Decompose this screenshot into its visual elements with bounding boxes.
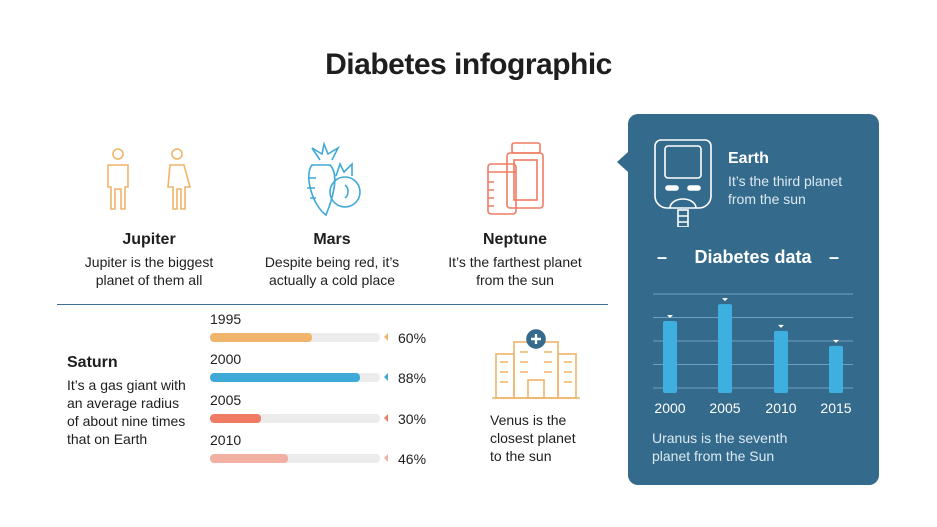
vegetables-icon [307, 141, 361, 217]
bar-2005 [718, 304, 732, 393]
pointer-icon [384, 414, 388, 422]
people-icon [107, 148, 192, 210]
feature-description-line: from the sun [476, 272, 554, 288]
earth-line: from the sun [728, 191, 806, 207]
feature-heading: Mars [313, 231, 351, 248]
feature-description-line: Despite being red, it’s [264, 254, 400, 270]
venus-block: Venus is the closest planet to the sun [490, 411, 610, 465]
bar-marker-icon [833, 339, 839, 343]
progress-year: 2010 [210, 432, 242, 448]
progress-fill [210, 333, 312, 342]
feature-description-line: It’s the farthest planet [448, 254, 582, 270]
divider [57, 304, 608, 305]
bar-2010 [774, 330, 788, 393]
venus-line: to the sun [490, 448, 552, 464]
feature-description-line: planet of them all [95, 272, 203, 288]
uranus-block: Uranus is the seventh planet from the Su… [652, 429, 787, 465]
saturn-line: an average radius [67, 395, 180, 411]
pointer-icon [384, 333, 388, 341]
chart-title-row: – Diabetes data – [653, 247, 853, 268]
saturn-line: that on Earth [67, 431, 148, 447]
progress-percent: 30% [398, 411, 427, 427]
progress-percent: 88% [398, 370, 427, 386]
x-tick-label: 2000 [654, 400, 685, 416]
hospital-icon [492, 329, 580, 399]
bar-chart: 2000 2005 2010 2015 [653, 293, 853, 416]
progress-year: 1995 [210, 311, 242, 327]
bar-marker-icon [722, 298, 728, 302]
progress-percent: 60% [398, 330, 427, 346]
medicine-bottles-icon [487, 142, 544, 215]
x-tick-label: 2015 [820, 400, 851, 416]
progress-year: 2000 [210, 351, 242, 367]
earth-block: Earth It’s the third planet from the sun [728, 150, 842, 208]
progress-percent: 46% [398, 451, 427, 467]
progress-fill [210, 373, 360, 382]
uranus-line: planet from the Sun [652, 448, 775, 464]
diabetes-data-panel [628, 114, 879, 485]
dash-left: – [657, 247, 668, 267]
earth-heading: Earth [728, 150, 769, 167]
progress-track [210, 414, 380, 423]
feature-neptune: Neptune It’s the farthest planet from th… [425, 231, 605, 289]
dash-right: – [828, 247, 839, 267]
pointer-icon [384, 454, 388, 462]
pointer-icon [384, 373, 388, 381]
feature-mars: Mars Despite being red, it’s actually a … [242, 231, 422, 289]
saturn-line: of about nine times [67, 413, 186, 429]
progress-track [210, 454, 380, 463]
progress-fill [210, 454, 289, 463]
saturn-block: Saturn It’s a gas giant with an average … [67, 354, 207, 448]
saturn-line: It’s a gas giant with [67, 377, 186, 393]
x-tick-label: 2010 [765, 400, 796, 416]
feature-description-line: Jupiter is the biggest [84, 254, 214, 270]
glucose-meter-icon [654, 139, 712, 227]
venus-line: closest planet [490, 430, 576, 446]
progress-track [210, 333, 380, 342]
venus-line: Venus is the [490, 412, 567, 428]
bar-marker-icon [778, 324, 784, 328]
page-title: Diabetes infographic [325, 48, 612, 81]
feature-jupiter: Jupiter Jupiter is the biggest planet of… [59, 231, 239, 289]
feature-heading: Neptune [483, 231, 547, 248]
bar-2015 [829, 345, 843, 393]
progress-track [210, 373, 380, 382]
uranus-line: Uranus is the seventh [652, 430, 788, 446]
chart-title: Diabetes data [694, 247, 812, 267]
x-tick-label: 2005 [709, 400, 740, 416]
bar-2000 [663, 321, 677, 393]
feature-heading: Jupiter [122, 231, 176, 248]
progress-year: 2005 [210, 392, 242, 408]
saturn-heading: Saturn [67, 354, 118, 371]
feature-description-line: actually a cold place [268, 272, 396, 288]
bar-marker-icon [667, 315, 673, 319]
progress-fill [210, 414, 261, 423]
panel-pointer [617, 152, 628, 172]
earth-line: It’s the third planet [728, 173, 843, 189]
